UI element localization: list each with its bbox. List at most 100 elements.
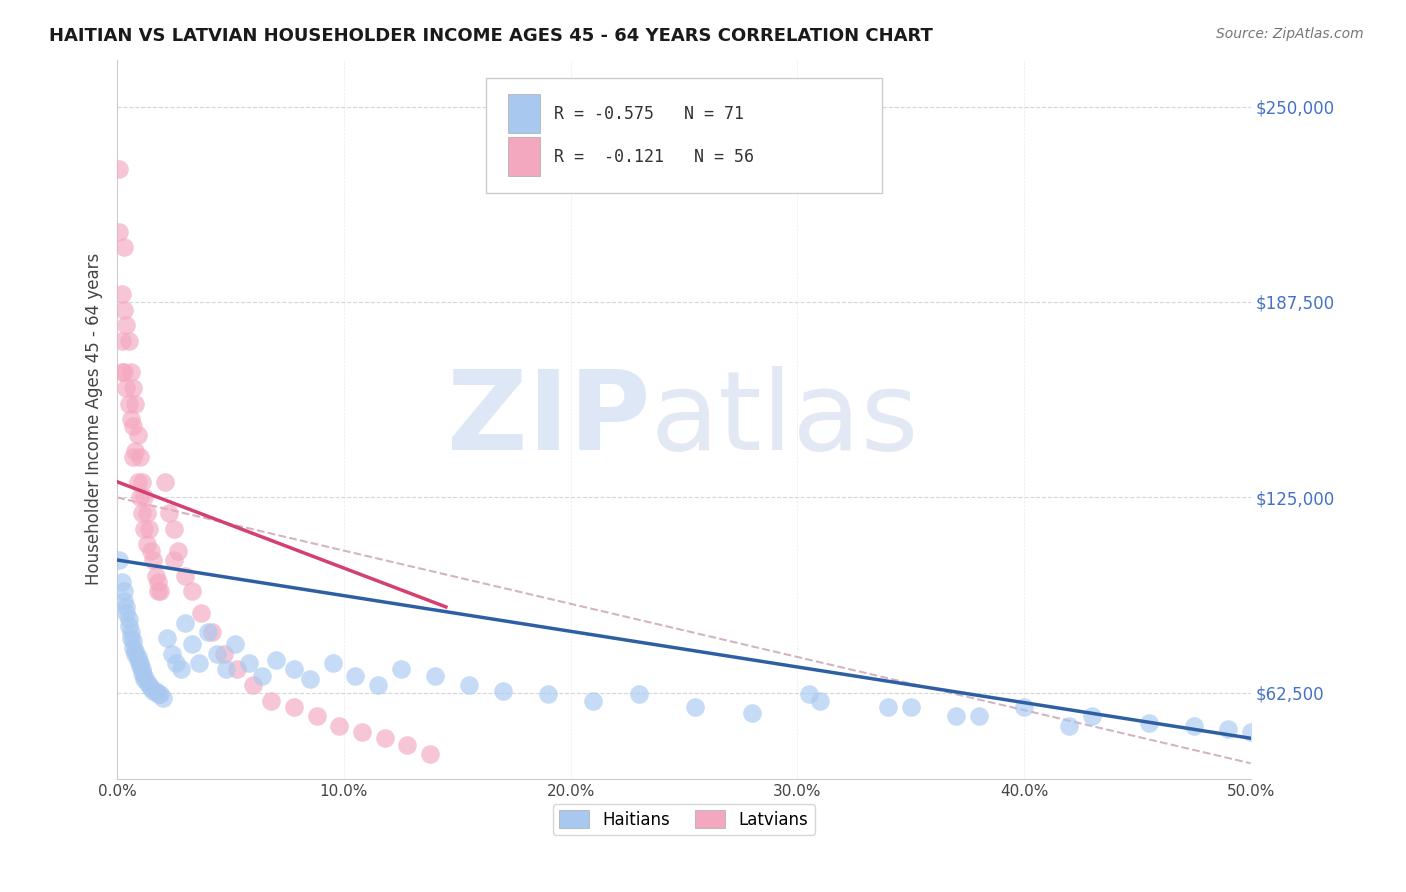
Point [167,543,190,558]
Point [537,688,560,702]
Point [111,287,134,301]
Point [419,747,441,761]
Point [967,709,990,723]
Point [215,663,238,677]
Point [142,684,165,698]
Point [367,678,389,692]
Point [187,656,209,670]
Point [283,700,305,714]
Point [122,418,145,433]
Point [134,522,156,536]
Point [146,574,169,589]
Point [1059,719,1081,733]
Point [212,647,235,661]
Point [138,522,160,536]
Point [131,665,153,680]
Point [1182,719,1205,733]
Point [117,618,139,632]
Point [156,631,179,645]
Point [149,688,172,702]
Point [582,694,605,708]
Point [165,656,187,670]
Point [252,669,274,683]
Point [181,637,204,651]
Point [128,491,150,505]
Bar [508,137,540,177]
Point [260,694,283,708]
Point [115,381,138,395]
Point [108,162,131,177]
Point [197,624,219,639]
Point [128,450,150,464]
Point [423,669,446,683]
Point [117,396,139,410]
Point [117,334,139,348]
Point [457,678,479,692]
Point [120,631,142,645]
Point [141,681,163,696]
Point [122,381,145,395]
Point [124,647,146,661]
Point [389,663,412,677]
Point [1081,709,1104,723]
Point [146,584,169,599]
Point [160,647,183,661]
Point [112,302,135,317]
Point [134,672,156,686]
Point [108,553,131,567]
Point [135,506,157,520]
Point [122,634,145,648]
Point [111,334,134,348]
Point [131,475,153,489]
Text: Source: ZipAtlas.com: Source: ZipAtlas.com [1216,27,1364,41]
Point [163,553,186,567]
Point [124,443,146,458]
Point [111,574,134,589]
Point [153,475,176,489]
Point [741,706,763,721]
Point [115,606,138,620]
Point [142,553,165,567]
Point [127,649,149,664]
Point [115,318,138,333]
Text: R = -0.575   N = 71: R = -0.575 N = 71 [554,104,744,122]
Point [190,606,212,620]
Text: HAITIAN VS LATVIAN HOUSEHOLDER INCOME AGES 45 - 64 YEARS CORRELATION CHART: HAITIAN VS LATVIAN HOUSEHOLDER INCOME AG… [49,27,934,45]
Point [1216,722,1239,736]
Point [1240,725,1263,739]
Point [112,593,135,607]
Point [163,522,186,536]
Point [120,365,142,379]
Point [122,640,145,655]
Point [205,647,228,661]
Point [808,694,831,708]
Point [127,653,149,667]
Point [298,672,321,686]
Bar [508,94,540,133]
Point [145,684,167,698]
Point [111,365,134,379]
Point [264,653,287,667]
Point [396,738,419,752]
Point [877,700,900,714]
Text: ZIP: ZIP [447,366,650,473]
Point [491,684,513,698]
Text: atlas: atlas [650,366,918,473]
Point [181,584,204,599]
Point [152,690,174,705]
Legend: Haitians, Latvians: Haitians, Latvians [553,804,815,835]
Point [201,624,224,639]
Point [128,659,150,673]
Point [146,688,169,702]
Point [108,225,131,239]
Point [135,537,157,551]
Point [120,412,142,426]
Point [242,678,264,692]
Point [112,240,135,254]
Point [683,700,706,714]
Point [627,688,650,702]
Point [224,637,246,651]
Point [344,669,367,683]
Point [322,656,344,670]
Point [124,396,146,410]
